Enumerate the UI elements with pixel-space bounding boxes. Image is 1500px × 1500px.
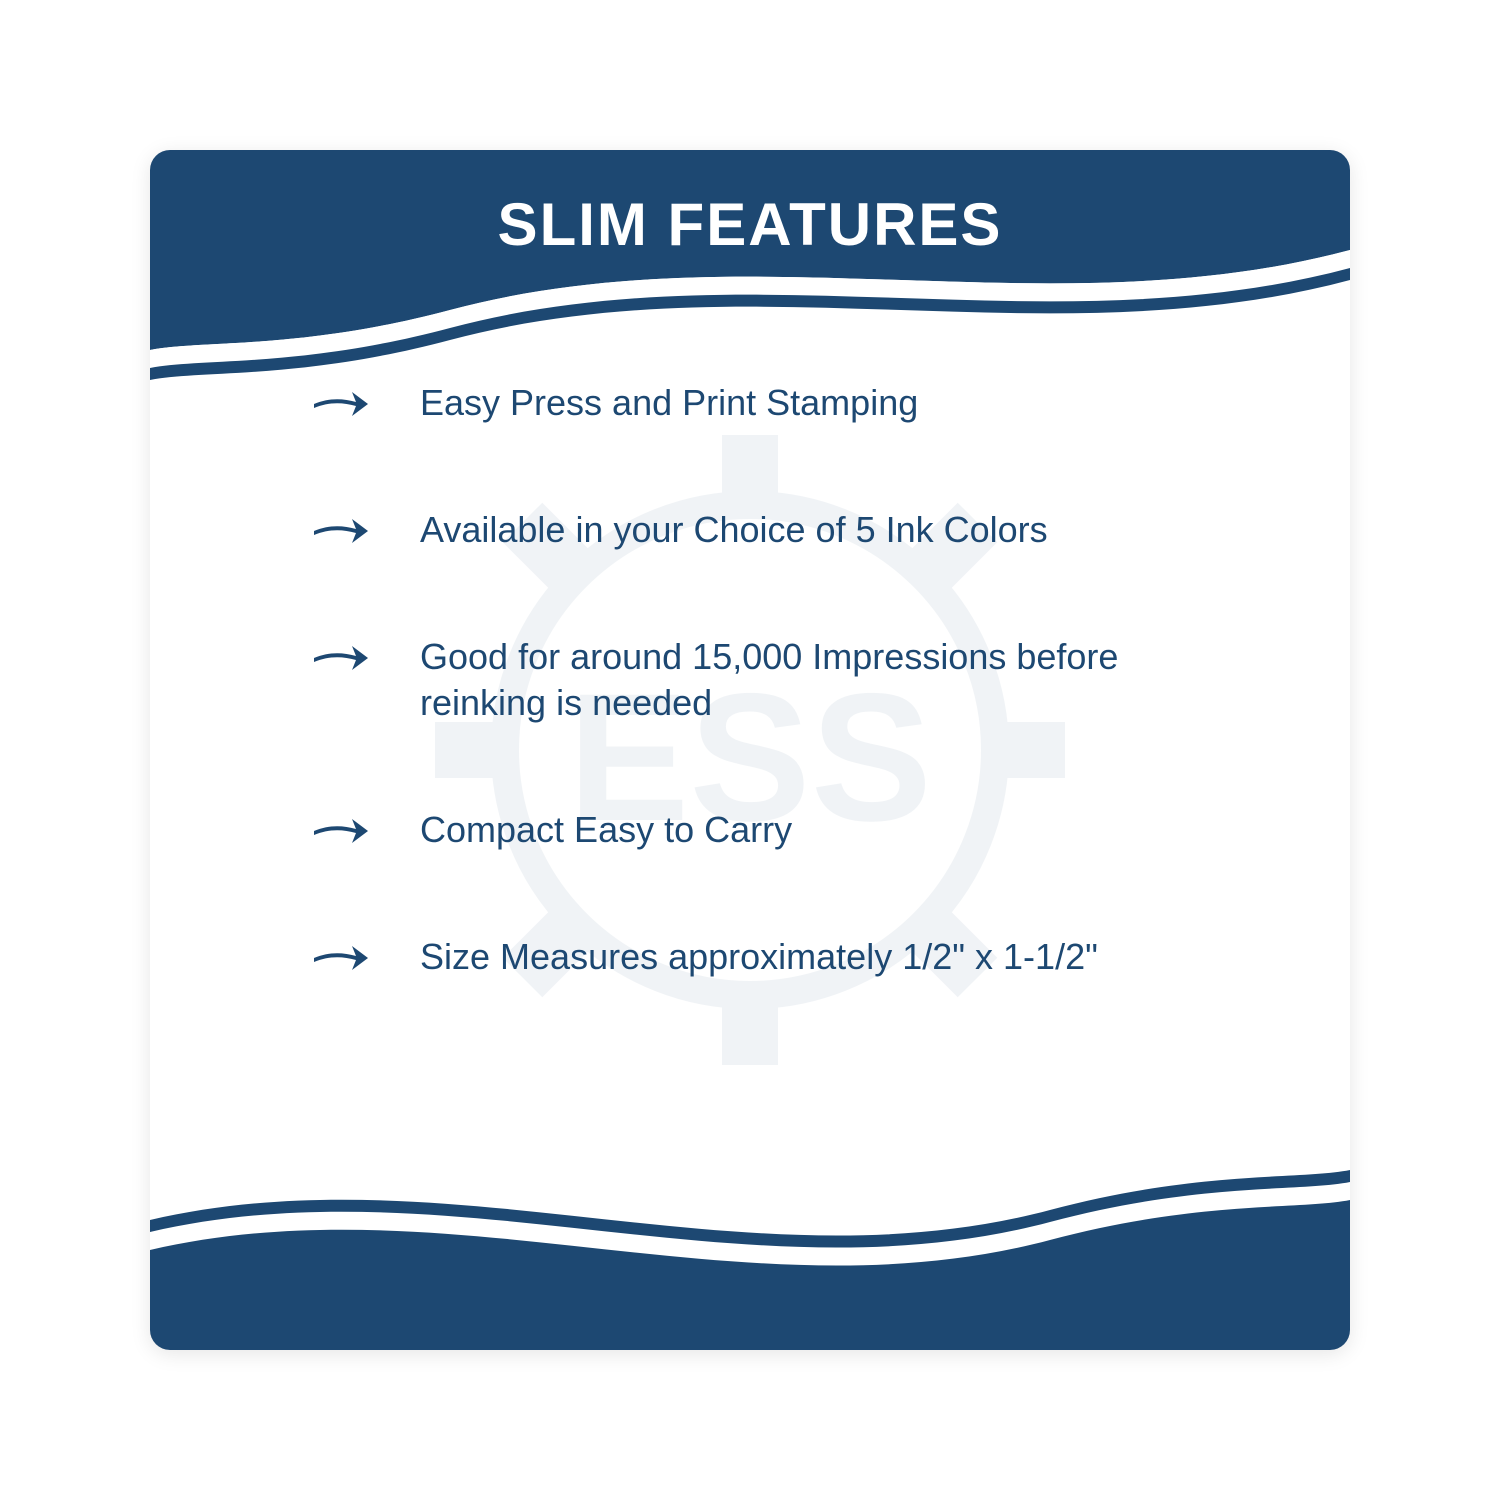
header-wave	[150, 150, 1350, 410]
arrow-right-icon	[310, 938, 370, 978]
feature-item: Available in your Choice of 5 Ink Colors	[310, 507, 1230, 554]
feature-item: Good for around 15,000 Impressions befor…	[310, 634, 1230, 728]
feature-text: Good for around 15,000 Impressions befor…	[420, 634, 1230, 728]
footer-wave	[150, 1090, 1350, 1350]
arrow-right-icon	[310, 384, 370, 424]
feature-item: Easy Press and Print Stamping	[310, 380, 1230, 427]
arrow-right-icon	[310, 638, 370, 678]
feature-list: Easy Press and Print Stamping Available …	[310, 380, 1230, 1061]
arrow-right-icon	[310, 511, 370, 551]
feature-text: Size Measures approximately 1/2" x 1-1/2…	[420, 934, 1098, 981]
feature-text: Available in your Choice of 5 Ink Colors	[420, 507, 1048, 554]
feature-text: Easy Press and Print Stamping	[420, 380, 918, 427]
arrow-right-icon	[310, 811, 370, 851]
feature-text: Compact Easy to Carry	[420, 807, 792, 854]
feature-item: Compact Easy to Carry	[310, 807, 1230, 854]
feature-item: Size Measures approximately 1/2" x 1-1/2…	[310, 934, 1230, 981]
feature-card: ESS SLIM FEATURES Easy Press and Print S…	[150, 150, 1350, 1350]
page-title: SLIM FEATURES	[150, 190, 1350, 259]
